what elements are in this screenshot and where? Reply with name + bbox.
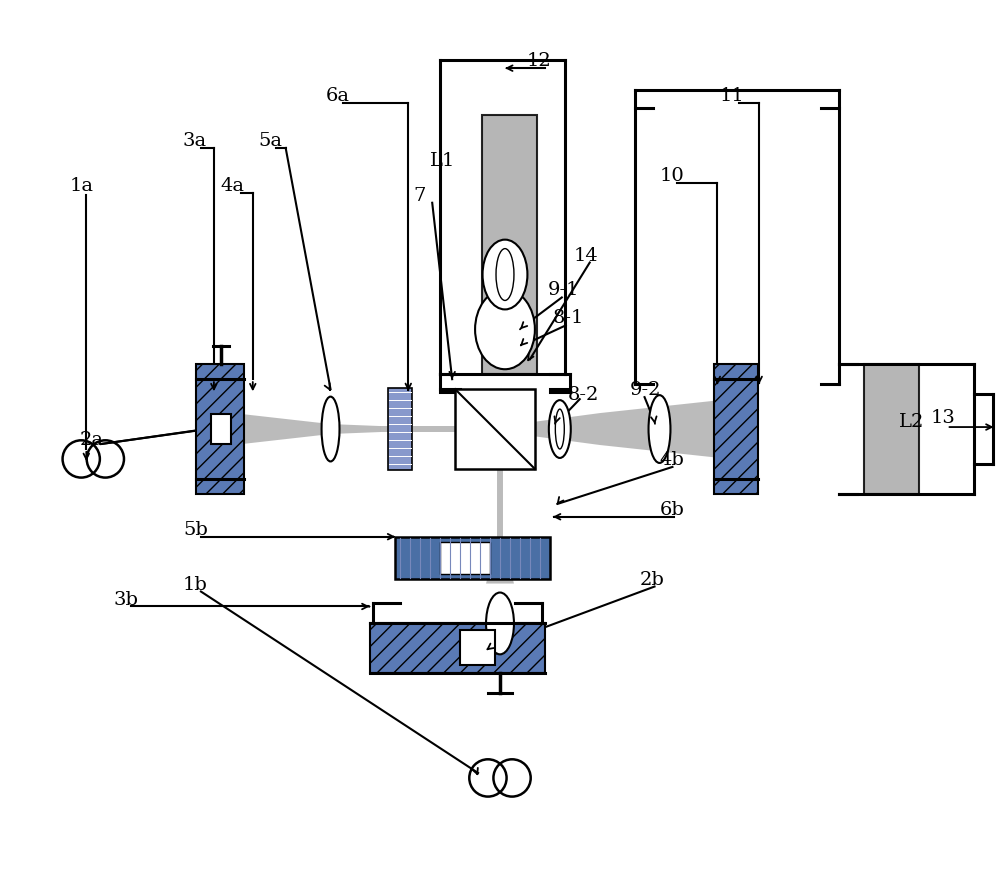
Bar [714, 365, 758, 494]
Text: 9-2: 9-2 [630, 381, 661, 399]
Text: 9-1: 9-1 [548, 281, 579, 299]
Ellipse shape [555, 409, 564, 449]
Text: 4b: 4b [659, 450, 684, 469]
Text: 1b: 1b [183, 575, 208, 593]
Bar [864, 365, 919, 494]
Text: 11: 11 [719, 87, 744, 105]
Text: 1a: 1a [69, 176, 93, 195]
Bar [482, 116, 537, 375]
Bar [440, 542, 490, 574]
Text: 5b: 5b [183, 520, 208, 538]
Polygon shape [216, 412, 380, 447]
Bar [455, 390, 535, 470]
Ellipse shape [496, 249, 514, 301]
Ellipse shape [649, 396, 670, 463]
Ellipse shape [549, 400, 571, 458]
Text: 4a: 4a [221, 176, 245, 195]
Text: L1: L1 [430, 152, 456, 170]
Text: 5a: 5a [259, 132, 283, 150]
Bar [395, 537, 550, 579]
Text: 3a: 3a [183, 132, 207, 150]
Text: 6a: 6a [326, 87, 350, 105]
Text: L2: L2 [899, 413, 924, 431]
Polygon shape [510, 400, 729, 460]
Ellipse shape [483, 240, 527, 310]
Text: 2a: 2a [79, 431, 103, 448]
Bar [196, 365, 244, 494]
Text: 7: 7 [413, 187, 426, 205]
Text: 6b: 6b [659, 501, 684, 518]
Text: 10: 10 [659, 167, 684, 184]
Text: 8-2: 8-2 [568, 385, 599, 404]
Text: 3b: 3b [113, 590, 138, 608]
Text: 2b: 2b [640, 570, 664, 588]
Ellipse shape [486, 593, 514, 655]
Text: 14: 14 [574, 246, 599, 264]
Text: 13: 13 [931, 408, 956, 426]
Bar [211, 415, 231, 445]
Text: 8-1: 8-1 [553, 309, 584, 327]
Polygon shape [380, 426, 455, 432]
Ellipse shape [475, 290, 535, 369]
Bar [370, 624, 545, 673]
Polygon shape [486, 430, 514, 584]
Text: 12: 12 [527, 52, 552, 70]
Bar [388, 389, 412, 470]
Bar [460, 631, 495, 665]
Ellipse shape [322, 397, 340, 462]
